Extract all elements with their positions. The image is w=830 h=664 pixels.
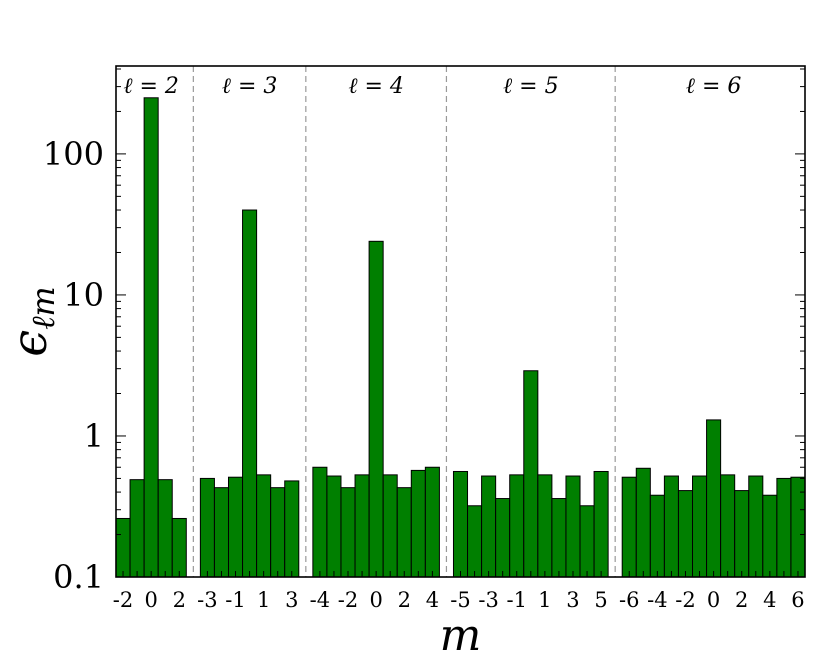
x-tick-label: -1 [507, 588, 527, 612]
bar [481, 475, 497, 578]
x-tick-label: 0 [707, 588, 720, 612]
plot-frame [115, 65, 806, 578]
group-label: ℓ = 6 [686, 74, 742, 99]
bar [495, 498, 511, 578]
bar [720, 474, 736, 578]
x-axis-label: m [440, 610, 482, 661]
y-tick-label: 0.1 [53, 558, 104, 596]
x-tick-label: -6 [619, 588, 639, 612]
bars-layer [115, 97, 806, 578]
bar [734, 490, 750, 578]
bar [312, 466, 328, 578]
bar [748, 475, 764, 578]
bar [129, 479, 145, 578]
x-tick-label: -3 [197, 588, 217, 612]
bar [340, 487, 356, 578]
bar [649, 494, 665, 578]
x-tick-label: -3 [478, 588, 498, 612]
group-label: ℓ = 2 [123, 74, 179, 99]
x-tick-label: 3 [285, 588, 298, 612]
bar [579, 505, 595, 578]
bar [635, 467, 651, 578]
axis-ticks [116, 68, 805, 578]
bar [157, 479, 173, 578]
bar [621, 476, 637, 578]
bar [551, 498, 567, 578]
y-axis-label-main: ϵ [2, 330, 58, 357]
bar [692, 475, 708, 578]
bar [762, 494, 778, 578]
bar [368, 240, 384, 578]
bar [593, 470, 609, 578]
group-label: ℓ = 3 [222, 74, 278, 99]
bar [452, 470, 469, 578]
x-tick-label: -2 [675, 588, 695, 612]
x-tick-label: -2 [338, 588, 358, 612]
x-tick-label: 0 [144, 588, 157, 612]
bar [537, 474, 553, 578]
group-separators [192, 66, 616, 577]
x-tick-label: 0 [369, 588, 382, 612]
bar [326, 475, 342, 578]
bar [382, 474, 398, 578]
x-tick-label: -5 [450, 588, 470, 612]
y-axis-label-subscript: ℓm [24, 286, 62, 330]
x-tick-label: 2 [173, 588, 186, 612]
x-tick-label: 1 [257, 588, 270, 612]
x-tick-label: 4 [763, 588, 776, 612]
bar [171, 517, 187, 578]
bar [396, 487, 412, 578]
group-labels: ℓ = 2 ℓ = 3 ℓ = 4 ℓ = 5 ℓ = 6 [123, 74, 741, 99]
bar [213, 487, 229, 578]
bar [256, 474, 272, 578]
bar [115, 517, 131, 578]
x-tick-label: -4 [647, 588, 667, 612]
bar [227, 476, 244, 578]
bar [354, 474, 370, 578]
x-tick-label: 5 [594, 588, 607, 612]
tick-labels: -2 0 2 -3 -1 1 3 -4 -2 0 2 4 -5 -3 -1 1 3 5 -6 -4 -2 0 2 4 60.11… [43, 135, 805, 612]
bar [677, 490, 694, 578]
bar [143, 97, 159, 578]
x-tick-label: 2 [735, 588, 748, 612]
bar [424, 466, 440, 578]
bar [509, 474, 525, 578]
y-tick-label: 1 [84, 417, 104, 455]
bar [776, 477, 792, 578]
bar [565, 475, 581, 578]
bar [199, 477, 215, 578]
y-tick-label: 10 [63, 276, 104, 314]
x-tick-label: 1 [538, 588, 551, 612]
x-tick-label: -4 [310, 588, 330, 612]
group-label: ℓ = 5 [503, 74, 559, 99]
y-axis-label: ϵℓm [2, 286, 62, 357]
x-tick-label: 3 [566, 588, 579, 612]
y-tick-label: 100 [43, 135, 104, 173]
bar [467, 505, 483, 578]
bar [410, 469, 426, 578]
bar [284, 480, 300, 578]
bar [706, 419, 722, 578]
bar [523, 370, 539, 578]
x-tick-label: 2 [398, 588, 411, 612]
group-label: ℓ = 4 [348, 74, 404, 99]
x-tick-label: 4 [426, 588, 439, 612]
bar [242, 209, 258, 578]
bar [270, 487, 286, 578]
x-tick-label: -2 [113, 588, 133, 612]
bar [663, 475, 679, 578]
x-tick-label: 6 [791, 588, 804, 612]
x-tick-label: -1 [225, 588, 245, 612]
